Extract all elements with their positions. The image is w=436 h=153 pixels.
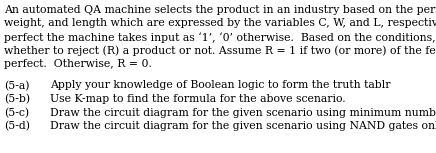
Text: whether to reject (R) a product or not. Assume R = 1 if two (or more) of the fea: whether to reject (R) a product or not. … — [4, 45, 436, 56]
Text: (5-c): (5-c) — [4, 108, 29, 118]
Text: Apply your knowledge of Boolean logic to form the truth tablr: Apply your knowledge of Boolean logic to… — [50, 80, 391, 91]
Text: Draw the circuit diagram for the given scenario using minimum number of practica: Draw the circuit diagram for the given s… — [50, 108, 436, 118]
Text: (5-a): (5-a) — [4, 80, 30, 91]
Text: (5-d): (5-d) — [4, 121, 30, 131]
Text: Use K-map to find the formula for the above scenario.: Use K-map to find the formula for the ab… — [50, 94, 346, 104]
Text: perfect the machine takes input as ‘1’, ‘0’ otherwise.  Based on the conditions,: perfect the machine takes input as ‘1’, … — [4, 32, 436, 43]
Text: Draw the circuit diagram for the given scenario using NAND gates only.: Draw the circuit diagram for the given s… — [50, 121, 436, 131]
Text: weight, and length which are expressed by the variables C, W, and L, respectivel: weight, and length which are expressed b… — [4, 19, 436, 28]
Text: (5-b): (5-b) — [4, 94, 30, 104]
Text: perfect.  Otherwise, R = 0.: perfect. Otherwise, R = 0. — [4, 59, 152, 69]
Text: An automated QA machine selects the product in an industry based on the perfecti: An automated QA machine selects the prod… — [4, 5, 436, 15]
